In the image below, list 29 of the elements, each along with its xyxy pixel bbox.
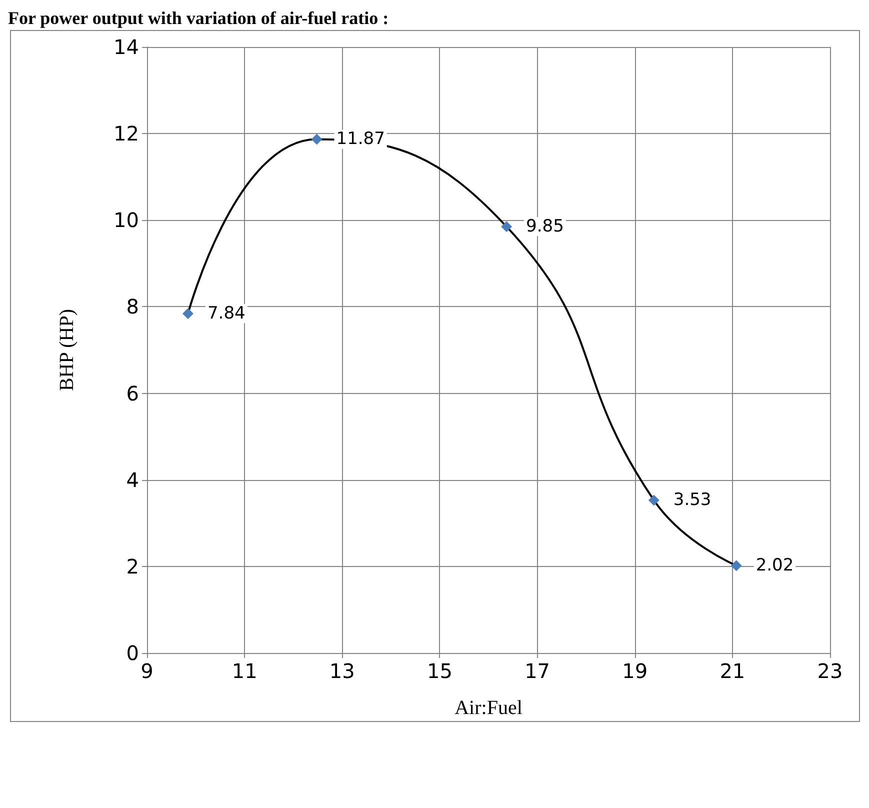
point xyxy=(501,221,512,232)
data-label: 2.02 xyxy=(756,556,794,576)
point xyxy=(648,494,660,506)
data-label: 3.53 xyxy=(673,490,712,510)
y-tick-label: 6 xyxy=(126,381,139,406)
x-tick-label: 19 xyxy=(622,659,648,683)
x-tick-label: 9 xyxy=(140,659,154,683)
point xyxy=(730,560,742,572)
y-tick-label: 8 xyxy=(126,294,139,319)
y-tick-label: 12 xyxy=(114,122,139,146)
y-tick-label: 0 xyxy=(126,641,139,665)
chart-title: For power output with variation of air-fuel ratio : xyxy=(8,8,390,30)
data-label: 7.84 xyxy=(207,304,246,324)
y-tick-label: 14 xyxy=(114,35,139,59)
data-label: 11.87 xyxy=(336,129,385,150)
x-tick-label: 17 xyxy=(524,659,550,683)
x-tick-label: 21 xyxy=(720,659,746,683)
x-axis-title: Air:Fuel xyxy=(454,697,523,719)
x-tick-label: 23 xyxy=(817,659,843,683)
x-tick-label: 15 xyxy=(426,659,452,683)
point xyxy=(182,308,194,320)
y-tick-label: 4 xyxy=(126,468,139,492)
x-tick-label: 13 xyxy=(329,659,355,683)
x-tick-label: 11 xyxy=(232,659,258,683)
y-tick-label: 10 xyxy=(114,208,139,232)
y-tick-label: 2 xyxy=(126,554,139,578)
y-axis-title: BHP (HP) xyxy=(56,308,78,392)
point xyxy=(311,134,322,145)
data-label: 9.85 xyxy=(526,216,564,237)
